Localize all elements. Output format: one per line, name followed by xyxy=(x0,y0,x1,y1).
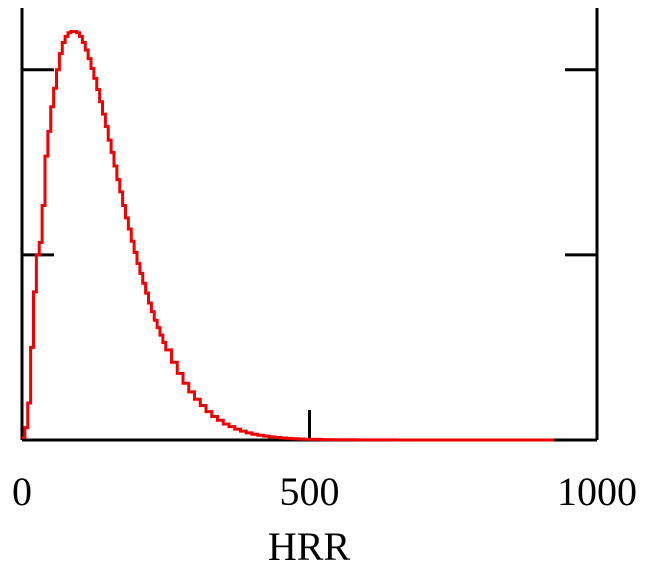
labels: HRR xyxy=(268,524,351,569)
ticks: 0 500 1000 xyxy=(12,68,637,514)
series-layer xyxy=(22,29,554,442)
x-axis-title: HRR xyxy=(268,524,351,569)
x-tick-label-2: 1000 xyxy=(557,469,637,514)
axes xyxy=(20,8,599,442)
series-line-0 xyxy=(22,29,554,442)
x-tick-label-0: 0 xyxy=(12,469,32,514)
x-tick-label-1: 500 xyxy=(280,469,340,514)
